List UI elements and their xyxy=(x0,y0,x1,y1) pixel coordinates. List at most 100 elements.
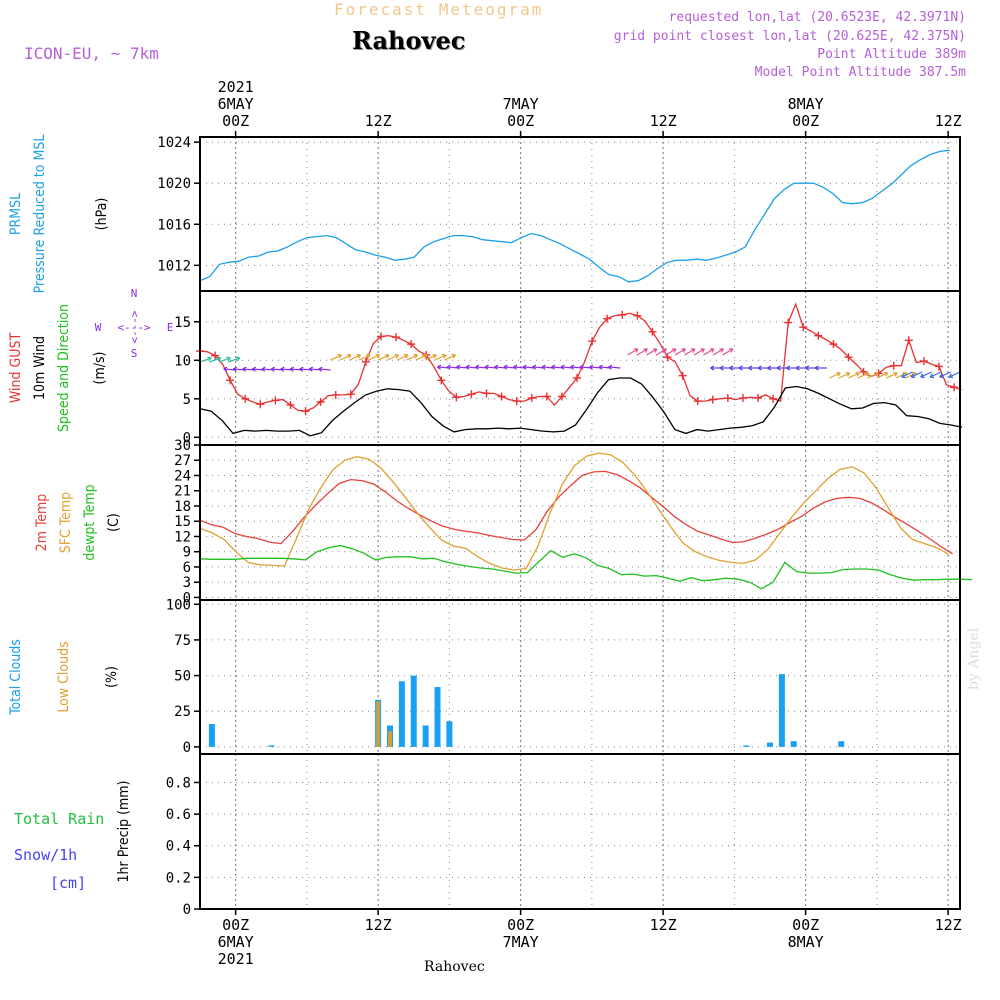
wind-arrow-head xyxy=(652,348,658,353)
wind-arrow-head xyxy=(814,365,819,371)
wind-arrow-head xyxy=(551,364,556,370)
bottom-time-label: 00Z xyxy=(222,916,249,934)
compass-arrows-h: <---> xyxy=(117,321,150,334)
wind-arrow xyxy=(848,372,860,379)
gust-marker xyxy=(814,331,823,340)
snow-unit-label: [cm] xyxy=(50,874,86,892)
wind-arrow-head xyxy=(384,353,390,359)
gust-marker xyxy=(542,392,551,401)
gust-marker xyxy=(241,394,250,403)
top-time-label: 7MAY xyxy=(503,95,539,113)
y-tick-label: 24 xyxy=(174,468,191,484)
y-tick-label: 5 xyxy=(183,392,191,408)
series-line xyxy=(199,377,963,437)
wind-arrow xyxy=(939,371,951,378)
total-cloud-bar xyxy=(398,681,405,747)
wind-arrow-head xyxy=(308,366,314,372)
wind-arrow-head xyxy=(910,373,916,379)
y-tick-label: 30 xyxy=(174,438,191,454)
gust-marker xyxy=(769,394,778,403)
wind-arrow xyxy=(901,371,913,378)
panel-frame xyxy=(199,753,961,910)
gust-marker xyxy=(844,353,853,362)
gust-marker xyxy=(316,397,325,406)
gust-marker xyxy=(573,374,582,383)
wind-arrow-head xyxy=(413,353,418,359)
wind-arrow xyxy=(693,348,705,356)
snow-label: Snow/1h xyxy=(14,846,77,864)
wind-arrow-head xyxy=(403,353,409,359)
wind-arrow-head xyxy=(710,365,715,371)
total-cloud-bar xyxy=(434,686,441,747)
gust-marker xyxy=(467,390,476,399)
wind-arrow xyxy=(703,348,715,356)
wind-arrow-head xyxy=(522,364,527,370)
gust-marker xyxy=(603,314,612,323)
compass: N S W E <---><---> xyxy=(95,287,174,360)
gust-marker xyxy=(527,394,536,403)
wind-arrow-head xyxy=(690,348,696,353)
bottom-time-label: 12Z xyxy=(935,916,962,934)
y-tick-label: 10 xyxy=(174,353,191,369)
total-cloud-bar xyxy=(767,742,773,747)
gust-marker xyxy=(934,362,943,371)
wind-arrow-head xyxy=(446,364,451,370)
wind-arrow xyxy=(857,372,870,379)
panel-label: (%) xyxy=(104,666,120,688)
y-tick-label: 21 xyxy=(174,484,191,500)
wind-arrow xyxy=(895,372,908,379)
wind-arrow-head xyxy=(939,373,944,379)
wind-arrow-head xyxy=(318,366,323,372)
y-tick-label: 0.4 xyxy=(166,839,191,855)
wind-arrow xyxy=(929,371,942,378)
y-tick-label: 1016 xyxy=(157,217,191,233)
bottom-time-label: 00Z xyxy=(792,916,819,934)
panel-label: (hPa) xyxy=(94,198,110,231)
wind-arrows xyxy=(199,348,961,379)
y-tick-label: 1020 xyxy=(157,176,191,192)
wind-arrow-head xyxy=(226,356,231,362)
gust-marker xyxy=(452,393,461,402)
wind-arrow-head xyxy=(232,366,238,372)
wind-arrow-head xyxy=(541,364,546,370)
wind-arrow-head xyxy=(738,365,743,371)
wind-arrow-head xyxy=(709,348,715,353)
gust-marker xyxy=(663,353,672,362)
model-altitude: Model Point Altitude 387.5m xyxy=(754,65,966,80)
wind-arrow xyxy=(358,354,371,361)
wind-arrow xyxy=(425,354,437,361)
grid-lines xyxy=(200,137,960,910)
series-line xyxy=(199,452,950,571)
wind-arrow-head xyxy=(700,348,705,353)
top-time-label: 12Z xyxy=(365,112,392,130)
compass-s: S xyxy=(131,347,138,360)
wind-arrow-head xyxy=(251,366,257,372)
wind-arrow-head xyxy=(855,371,860,377)
gust-marker xyxy=(588,337,597,346)
gust-marker xyxy=(723,394,732,403)
top-time-label: 00Z xyxy=(792,112,819,130)
wind-arrow-head xyxy=(346,353,352,359)
wind-arrow-head xyxy=(513,364,518,370)
wind-arrow xyxy=(349,354,361,361)
gust-marker xyxy=(407,340,416,349)
panel-label: SFC Temp xyxy=(58,492,74,553)
wind-arrow xyxy=(829,372,841,379)
low-cloud-bar xyxy=(376,701,381,747)
wind-arrow xyxy=(920,371,932,378)
wind-arrow xyxy=(722,348,734,356)
wind-arrow xyxy=(655,348,667,356)
y-tick-label: 1012 xyxy=(157,258,191,274)
wind-arrow-head xyxy=(216,356,222,362)
y-tick-label: 0.2 xyxy=(166,870,191,886)
panel-label: Pressure Reduced to MSL xyxy=(32,135,48,294)
total-cloud-bar xyxy=(778,674,785,747)
wind-arrow xyxy=(368,354,380,361)
bottom-time-label: 8MAY xyxy=(788,933,824,951)
gust-marker xyxy=(738,394,747,403)
wind-arrow xyxy=(444,354,456,361)
wind-arrow-head xyxy=(235,356,241,362)
y-tick-label: 75 xyxy=(174,633,191,649)
panel-label: dewpt Temp xyxy=(82,484,98,560)
